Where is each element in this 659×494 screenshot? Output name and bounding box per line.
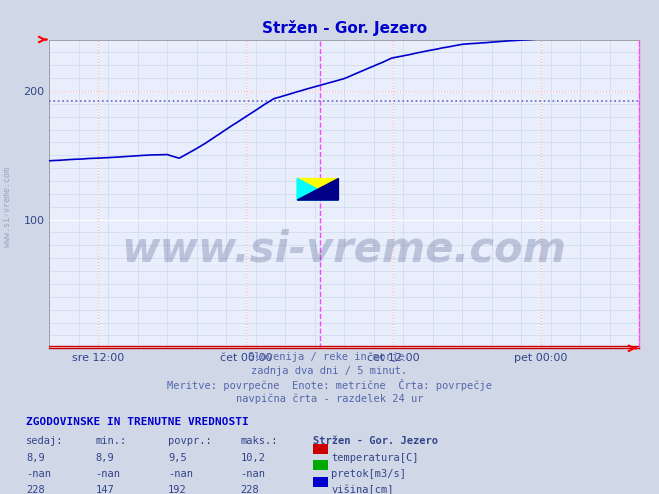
Text: pretok[m3/s]: pretok[m3/s] — [331, 469, 407, 479]
Text: ZGODOVINSKE IN TRENUTNE VREDNOSTI: ZGODOVINSKE IN TRENUTNE VREDNOSTI — [26, 417, 249, 427]
Text: sedaj:: sedaj: — [26, 436, 64, 446]
Text: 9,5: 9,5 — [168, 453, 186, 462]
Text: 147: 147 — [96, 485, 114, 494]
Text: 228: 228 — [241, 485, 259, 494]
Title: Stržen - Gor. Jezero: Stržen - Gor. Jezero — [262, 20, 427, 36]
Text: 192: 192 — [168, 485, 186, 494]
Text: 8,9: 8,9 — [26, 453, 45, 462]
Polygon shape — [297, 178, 339, 200]
Polygon shape — [297, 178, 339, 200]
Text: www.si-vreme.com: www.si-vreme.com — [122, 228, 567, 271]
Text: temperatura[C]: temperatura[C] — [331, 453, 419, 462]
Text: www.si-vreme.com: www.si-vreme.com — [3, 167, 13, 247]
Text: min.:: min.: — [96, 436, 127, 446]
Text: 10,2: 10,2 — [241, 453, 266, 462]
Text: -nan: -nan — [168, 469, 193, 479]
Text: Meritve: povrpečne  Enote: metrične  Črta: povrpečje: Meritve: povrpečne Enote: metrične Črta:… — [167, 379, 492, 391]
Text: zadnja dva dni / 5 minut.: zadnja dva dni / 5 minut. — [251, 366, 408, 375]
Text: -nan: -nan — [241, 469, 266, 479]
Text: -nan: -nan — [96, 469, 121, 479]
Text: povpr.:: povpr.: — [168, 436, 212, 446]
Text: navpična črta - razdelek 24 ur: navpična črta - razdelek 24 ur — [236, 393, 423, 404]
Text: 8,9: 8,9 — [96, 453, 114, 462]
Text: maks.:: maks.: — [241, 436, 278, 446]
Text: 228: 228 — [26, 485, 45, 494]
Text: -nan: -nan — [26, 469, 51, 479]
Text: Stržen - Gor. Jezero: Stržen - Gor. Jezero — [313, 436, 438, 446]
Polygon shape — [297, 178, 339, 200]
Text: Slovenija / reke in morje.: Slovenija / reke in morje. — [248, 352, 411, 362]
Text: višina[cm]: višina[cm] — [331, 485, 394, 494]
